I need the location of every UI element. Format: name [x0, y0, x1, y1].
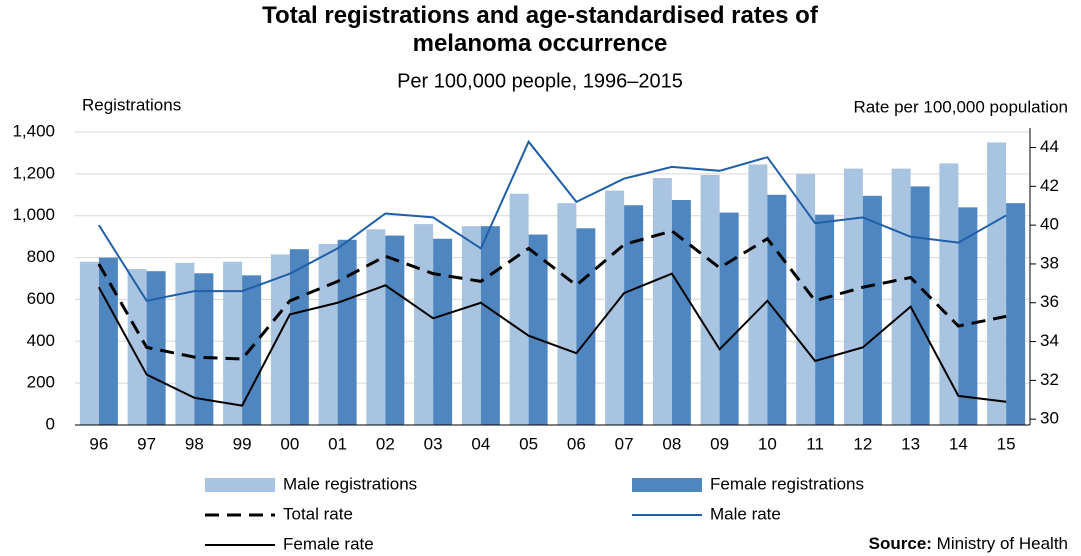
- x-tick-label: 96: [89, 434, 108, 453]
- y-tick-label: 800: [27, 247, 55, 266]
- bar: [509, 193, 529, 425]
- x-tick-label: 14: [949, 434, 968, 453]
- source: Source: Ministry of Health: [869, 534, 1068, 553]
- bar: [796, 173, 816, 425]
- x-tick-label: 08: [662, 434, 681, 453]
- bar: [624, 205, 644, 425]
- bar: [719, 212, 739, 425]
- bar: [1006, 203, 1026, 425]
- y2-tick-label: 36: [1040, 292, 1059, 311]
- bar: [958, 207, 978, 425]
- bar: [433, 238, 453, 425]
- chart-title: Total registrations and age-standardised…: [262, 2, 818, 57]
- bar: [843, 168, 863, 425]
- y-tick-label: 400: [27, 331, 55, 350]
- bar: [910, 186, 930, 425]
- y2-tick-label: 42: [1040, 176, 1059, 195]
- y-tick-label: 1,400: [12, 121, 55, 140]
- x-tick-label: 00: [280, 434, 299, 453]
- y2-tick-label: 44: [1040, 137, 1059, 156]
- bar: [223, 261, 243, 425]
- bar: [605, 190, 625, 425]
- bar: [700, 174, 720, 425]
- bar: [318, 243, 338, 425]
- bar: [748, 164, 768, 426]
- legend-swatch: [632, 478, 702, 492]
- y2-tick-label: 34: [1040, 331, 1059, 350]
- x-tick-label: 09: [710, 434, 729, 453]
- x-tick-label: 05: [519, 434, 538, 453]
- x-tick-label: 15: [997, 434, 1016, 453]
- source-text: Ministry of Health: [937, 534, 1068, 553]
- bar: [337, 239, 357, 425]
- y-tick-label: 1,200: [12, 163, 55, 182]
- y2-tick-label: 32: [1040, 370, 1059, 389]
- bar: [461, 226, 481, 425]
- x-tick-label: 04: [471, 434, 490, 453]
- bar: [528, 234, 548, 425]
- x-tick-label: 12: [853, 434, 872, 453]
- x-tick-label: 98: [185, 434, 204, 453]
- y2-tick-label: 40: [1040, 215, 1059, 234]
- y-tick-label: 0: [46, 414, 55, 433]
- bar: [385, 235, 405, 425]
- bar: [127, 269, 147, 425]
- line: [98, 139, 1007, 302]
- source-label: Source:: [869, 534, 932, 553]
- y-tick-label: 600: [27, 289, 55, 308]
- y2-tick-label: 38: [1040, 253, 1059, 272]
- y2-axis-label: Rate per 100,000 population: [853, 97, 1068, 116]
- x-tick-label: 13: [901, 434, 920, 453]
- bar: [146, 271, 166, 425]
- line: [97, 229, 1007, 361]
- x-tick-label: 03: [424, 434, 443, 453]
- y-axis-label: Registrations: [82, 95, 181, 114]
- bar: [79, 261, 99, 425]
- x-tick-label: 97: [137, 434, 156, 453]
- x-tick-label: 06: [567, 434, 586, 453]
- bar: [671, 200, 691, 425]
- legend-label: Female registrations: [710, 474, 864, 493]
- bar: [576, 228, 596, 425]
- y-tick-label: 1,000: [12, 205, 55, 224]
- bar: [414, 224, 434, 425]
- bar: [98, 257, 118, 425]
- chart-subtitle: Per 100,000 people, 1996–2015: [397, 70, 683, 92]
- bar: [480, 226, 500, 425]
- bar: [862, 195, 882, 425]
- y-tick-label: 200: [27, 373, 55, 392]
- legend-label: Female rate: [283, 534, 374, 553]
- y2-tick-label: 30: [1040, 409, 1059, 428]
- x-tick-label: 99: [233, 434, 252, 453]
- bar: [175, 262, 195, 425]
- bar: [987, 142, 1007, 425]
- x-tick-label: 01: [328, 434, 347, 453]
- legend-label: Male registrations: [283, 474, 417, 493]
- x-tick-label: 07: [615, 434, 634, 453]
- x-tick-label: 11: [806, 434, 824, 453]
- bar: [652, 178, 672, 425]
- line: [97, 272, 1007, 407]
- bar: [939, 163, 959, 425]
- legend-swatch: [205, 478, 275, 492]
- bar: [815, 214, 835, 425]
- legend-label: Male rate: [710, 504, 781, 523]
- bar: [194, 273, 214, 425]
- bar: [289, 249, 309, 425]
- bar: [767, 194, 787, 425]
- x-tick-label: 02: [376, 434, 395, 453]
- bar: [242, 275, 262, 425]
- bar: [270, 254, 290, 425]
- bar: [366, 229, 386, 425]
- legend-label: Total rate: [283, 504, 353, 523]
- bar: [557, 203, 577, 425]
- bar: [891, 168, 911, 425]
- x-tick-label: 10: [758, 434, 777, 453]
